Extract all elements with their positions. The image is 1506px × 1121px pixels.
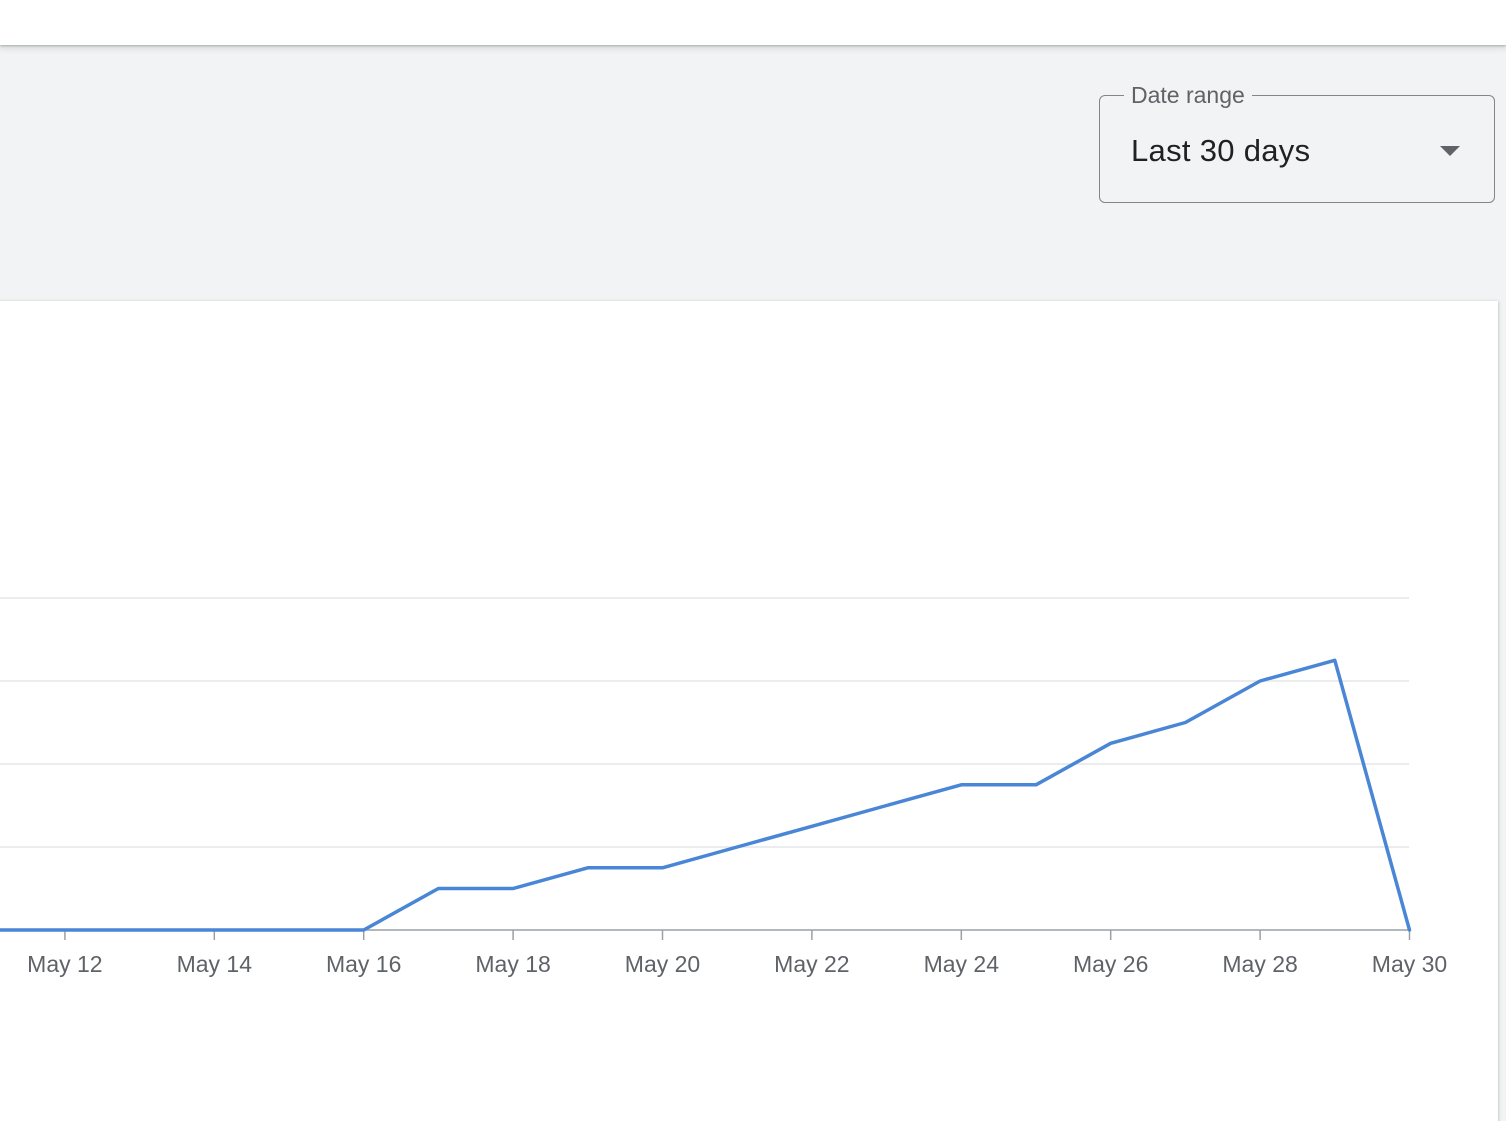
top-app-bar xyxy=(0,0,1506,45)
chart-card: May 12 May 14 May 16 May 18 May 20 May 22 May … xyxy=(0,301,1498,1121)
x-tick-label: May 24 xyxy=(924,951,1000,977)
x-tick-label: May 28 xyxy=(1222,951,1297,977)
date-range-select[interactable]: Date range Last 30 days xyxy=(1099,82,1495,203)
x-tick-label: May 16 xyxy=(326,951,401,977)
x-tick-label: May 20 xyxy=(625,951,700,977)
x-tick-label: May 22 xyxy=(774,951,849,977)
x-tick-label: May 14 xyxy=(177,951,253,977)
date-range-value: Last 30 days xyxy=(1131,133,1311,168)
date-range-label: Date range xyxy=(1124,82,1252,108)
x-tick-label: May 18 xyxy=(475,951,550,977)
x-tick-label: May 12 xyxy=(27,951,102,977)
line-chart: May 12 May 14 May 16 May 18 May 20 May 22 May … xyxy=(0,597,1447,977)
x-tick-label: May 26 xyxy=(1073,951,1148,977)
series-line xyxy=(0,658,1412,932)
x-tick-label: May 30 xyxy=(1372,951,1447,977)
chevron-down-icon xyxy=(1440,146,1460,156)
